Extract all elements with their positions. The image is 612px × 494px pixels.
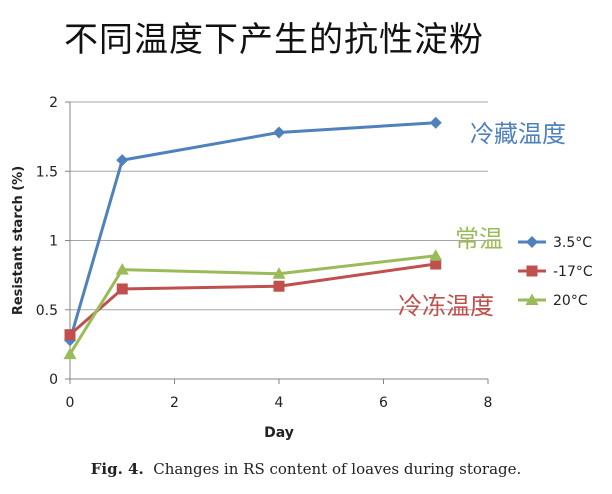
data-point-0-2 [273,126,285,139]
series-line-2 [68,254,436,355]
axes: 0 0.5 1 1.5 2 0 2 4 6 8 Day Resistant starch (%) [11,95,492,441]
data-point-1-3 [430,258,442,270]
legend-marker-2 [525,293,539,305]
data-point-2-0 [63,347,77,360]
y-tick-label: 0 [49,372,58,388]
x-tick-label: 6 [379,395,388,411]
caption-text: Changes in RS content of loaves during s… [153,460,522,478]
x-tick-label: 0 [66,395,75,411]
y-tick-label: 2 [49,95,58,111]
data-point-1-2 [273,280,285,292]
legend-label-1: -17°C [553,264,593,280]
caption-label: Fig. 4. [90,460,144,478]
data-point-1-0 [64,329,76,341]
data-point-2-3 [429,249,443,261]
data-point-0-3 [429,116,442,129]
grid-lines [70,101,488,311]
data-point-2-2 [272,267,286,279]
data-point-2-1 [115,263,129,275]
y-tick-label: 1 [49,234,58,250]
y-axis-label: Resistant starch (%) [11,166,26,315]
x-tick-label: 2 [170,395,179,411]
annotation-room-temp: 常温 [455,225,503,253]
figure-caption: Fig. 4. Changes in RS content of loaves … [0,460,612,478]
data-point-0-1 [116,154,129,167]
legend-label-2: 20°C [553,293,588,309]
legend: 3.5°C -17°C 20°C [518,235,593,309]
legend-marker-0 [526,236,538,248]
annotation-refrigerated: 冷藏温度 [470,120,566,148]
series-2 [63,249,443,360]
legend-label-0: 3.5°C [553,235,592,251]
series-line-1 [69,262,436,336]
annotation-frozen: 冷冻温度 [398,292,494,320]
series-0 [64,116,442,347]
x-tick-label: 8 [484,395,493,411]
series-group [63,116,443,360]
series-line-0 [68,121,436,341]
y-tick-label: 1.5 [36,164,58,180]
legend-marker-1 [526,265,538,277]
page-title: 不同温度下产生的抗性淀粉 [64,20,484,60]
data-point-1-1 [116,283,128,295]
x-axis-label: Day [264,425,294,441]
x-tick-label: 4 [275,395,284,411]
y-tick-label: 0.5 [36,303,58,319]
